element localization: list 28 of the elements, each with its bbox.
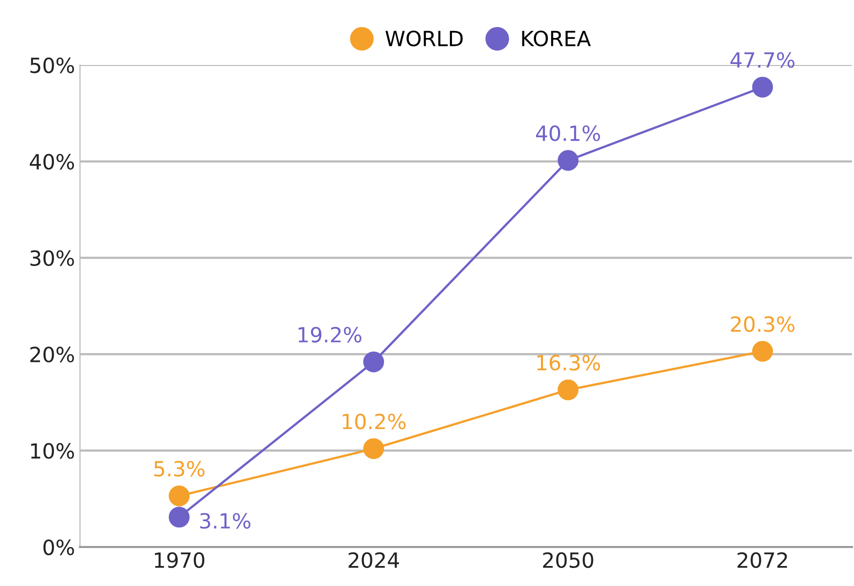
x-tick-label: 1970 [154,552,204,568]
data-label: 5.3% [154,460,204,477]
point [168,485,190,506]
data-label: 3.1% [200,512,250,529]
data-label: 40.1% [536,125,600,142]
data-label: 47.7% [730,52,794,68]
y-tick-label: 30% [30,250,74,266]
data-label: 10.2% [342,414,406,430]
legend-label: KOREA [522,30,591,46]
y-tick-label: 20% [30,346,74,362]
point [752,340,773,362]
x-tick-label: 2072 [738,552,787,568]
legend-label: WORLD [385,30,463,46]
y-tick-label: 0% [43,539,74,556]
point [558,150,579,171]
x-tick-label: 2024 [348,552,399,568]
point [752,76,773,98]
x-tick-label: 2050 [543,552,594,568]
point [363,438,384,460]
point [168,506,190,528]
y-tick-label: 40% [30,154,74,170]
point [558,379,579,400]
data-label: 20.3% [730,316,794,332]
data-label: 16.3% [537,354,600,371]
data-label: 19.2% [298,326,362,343]
y-tick-label: 50% [30,57,74,74]
point [363,351,384,372]
y-tick-label: 10% [31,443,74,459]
